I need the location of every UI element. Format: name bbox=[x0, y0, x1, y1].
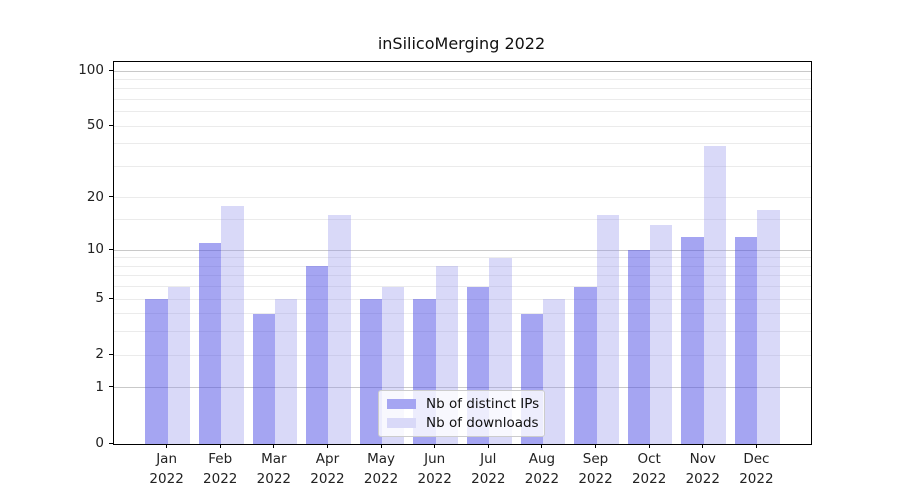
y-tick-label: 10 bbox=[86, 241, 104, 258]
gridline-minor bbox=[114, 257, 811, 259]
x-tick-label: May 2022 bbox=[363, 451, 399, 487]
x-tick-label: Jul 2022 bbox=[471, 451, 506, 487]
y-tick-label: 100 bbox=[78, 62, 104, 78]
bar-downloads bbox=[596, 215, 619, 444]
gridline-minor bbox=[114, 275, 811, 277]
y-tick-label: 5 bbox=[95, 290, 104, 307]
bar-distinct-ips bbox=[627, 250, 651, 444]
x-tick-mark bbox=[541, 444, 543, 448]
bar-downloads bbox=[703, 145, 727, 444]
x-tick-label: Dec 2022 bbox=[739, 451, 774, 487]
gridline-minor bbox=[114, 125, 811, 127]
bar-downloads bbox=[274, 299, 298, 444]
y-tick-mark bbox=[109, 442, 113, 444]
x-tick-mark bbox=[273, 444, 275, 448]
gridline-minor bbox=[114, 111, 811, 113]
x-tick-mark bbox=[595, 444, 597, 448]
bar-distinct-ips bbox=[306, 266, 329, 444]
gridline-minor bbox=[114, 298, 811, 300]
bar-downloads bbox=[757, 210, 780, 444]
gridline-major bbox=[114, 70, 811, 72]
bar-distinct-ips bbox=[198, 243, 222, 444]
x-tick-mark bbox=[380, 444, 382, 448]
gridline-minor bbox=[114, 219, 811, 221]
x-tick-label: Apr 2022 bbox=[310, 451, 345, 487]
x-tick-label: Nov 2022 bbox=[685, 451, 720, 487]
y-tick-mark bbox=[109, 353, 113, 355]
legend-label: Nb of downloads bbox=[426, 415, 539, 431]
x-tick-mark bbox=[166, 444, 168, 448]
x-tick-label: Mar 2022 bbox=[256, 451, 292, 487]
y-tick-label: 2 bbox=[95, 346, 104, 363]
y-tick-mark bbox=[109, 69, 113, 71]
y-tick-mark bbox=[109, 386, 113, 388]
y-tick-mark bbox=[109, 248, 113, 250]
x-tick-mark bbox=[755, 444, 757, 448]
x-tick-label: Oct 2022 bbox=[631, 451, 667, 487]
legend-item: Nb of downloads bbox=[387, 415, 539, 431]
gridline-minor bbox=[114, 331, 811, 333]
x-tick-label: Aug 2022 bbox=[524, 451, 560, 487]
legend-label: Nb of distinct IPs bbox=[426, 396, 540, 412]
x-tick-label: Jun 2022 bbox=[417, 451, 452, 487]
legend: Nb of distinct IPs Nb of downloads bbox=[378, 390, 545, 437]
bar-distinct-ips bbox=[574, 286, 597, 444]
gridline-minor bbox=[114, 197, 811, 199]
bar-distinct-ips bbox=[681, 236, 704, 444]
gridline-minor bbox=[114, 165, 811, 167]
y-tick-label: 20 bbox=[86, 188, 104, 205]
y-tick-mark bbox=[109, 297, 113, 299]
gridline-minor bbox=[114, 78, 811, 80]
gridline-minor bbox=[114, 354, 811, 356]
gridline-minor bbox=[114, 98, 811, 100]
bar-downloads bbox=[328, 215, 351, 444]
gridline-minor bbox=[114, 265, 811, 267]
y-tick-label: 50 bbox=[86, 117, 104, 134]
bar-downloads bbox=[221, 206, 244, 444]
gridline-major bbox=[114, 249, 811, 251]
bar-downloads bbox=[542, 299, 566, 444]
bar-distinct-ips bbox=[145, 299, 168, 444]
legend-item: Nb of distinct IPs bbox=[387, 396, 540, 412]
bar-distinct-ips bbox=[252, 313, 275, 444]
gridline-major bbox=[114, 387, 811, 389]
gridline-minor bbox=[114, 88, 811, 90]
x-tick-mark bbox=[434, 444, 436, 448]
x-tick-mark bbox=[648, 444, 650, 448]
gridline-minor bbox=[114, 313, 811, 315]
x-tick-label: Jan 2022 bbox=[149, 451, 184, 487]
bar-downloads bbox=[167, 286, 190, 444]
x-tick-mark bbox=[702, 444, 704, 448]
x-tick-mark bbox=[326, 444, 328, 448]
bar-distinct-ips bbox=[735, 236, 758, 444]
gridline-minor bbox=[114, 143, 811, 145]
y-tick-mark bbox=[109, 124, 113, 126]
y-tick-mark bbox=[109, 196, 113, 198]
x-tick-label: Feb 2022 bbox=[203, 451, 238, 487]
bar-downloads bbox=[650, 225, 673, 444]
gridline-minor bbox=[114, 286, 811, 288]
plot-area bbox=[113, 61, 812, 445]
y-tick-label: 0 bbox=[95, 435, 104, 451]
y-tick-label: 1 bbox=[95, 378, 104, 395]
legend-swatch bbox=[387, 399, 416, 409]
chart-title: inSilicoMerging 2022 bbox=[377, 34, 546, 53]
x-tick-label: Sep 2022 bbox=[578, 451, 613, 487]
legend-swatch bbox=[387, 418, 416, 428]
x-tick-mark bbox=[487, 444, 489, 448]
x-tick-mark bbox=[219, 444, 221, 448]
bar-distinct-ips bbox=[359, 299, 383, 444]
